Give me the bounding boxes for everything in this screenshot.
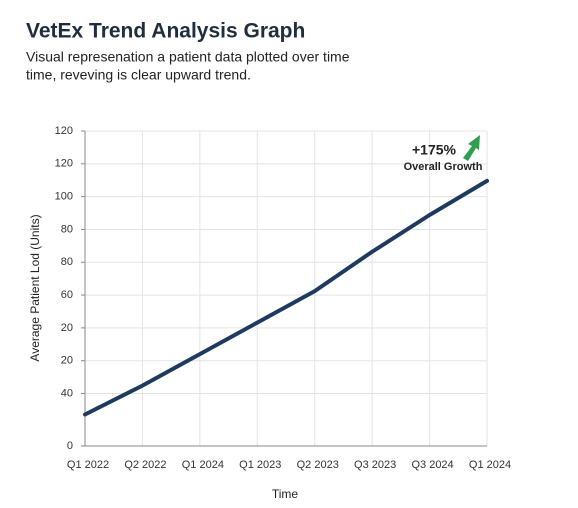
chart-title: VetEx Trend Analysis Graph: [26, 20, 305, 43]
x-axis-label: Time: [272, 487, 299, 501]
annotation-arrow: [463, 135, 480, 161]
data-line: [83, 178, 489, 417]
y-tick-label: 100: [55, 191, 73, 203]
subtitle: Visual represenation a patient data plot…: [26, 49, 350, 65]
y-tick-label: 60: [61, 289, 73, 301]
x-tick-label: Q1 2024: [469, 459, 511, 471]
y-tick-label: 120: [55, 158, 73, 170]
y-tick-label: 120: [55, 125, 73, 137]
y-tick-label: 20: [61, 355, 73, 367]
y-tick-label: 40: [61, 387, 73, 399]
subtitle: time, reveving is clear upward trend.: [26, 67, 251, 83]
x-tick-label: Q2 2023: [297, 459, 339, 471]
y-tick-label: 20: [61, 322, 73, 334]
y-axis-label: Average Patient Lod (Units): [28, 214, 42, 361]
x-tick-label: Q1 2024: [182, 459, 224, 471]
y-tick-label: 80: [61, 223, 73, 235]
annotation-value: +175%: [412, 142, 457, 158]
x-tick-label: Q2 2022: [124, 459, 166, 471]
x-tick-label: Q1 2023: [239, 459, 281, 471]
x-tick-label: Q3 2023: [354, 459, 396, 471]
x-tick-label: Q1 2022: [67, 459, 109, 471]
annotation-text: Overall Growth: [404, 161, 483, 173]
x-tick-label: Q3 2024: [411, 459, 453, 471]
y-tick-label: 0: [67, 440, 73, 452]
y-tick-label: 80: [61, 256, 73, 268]
